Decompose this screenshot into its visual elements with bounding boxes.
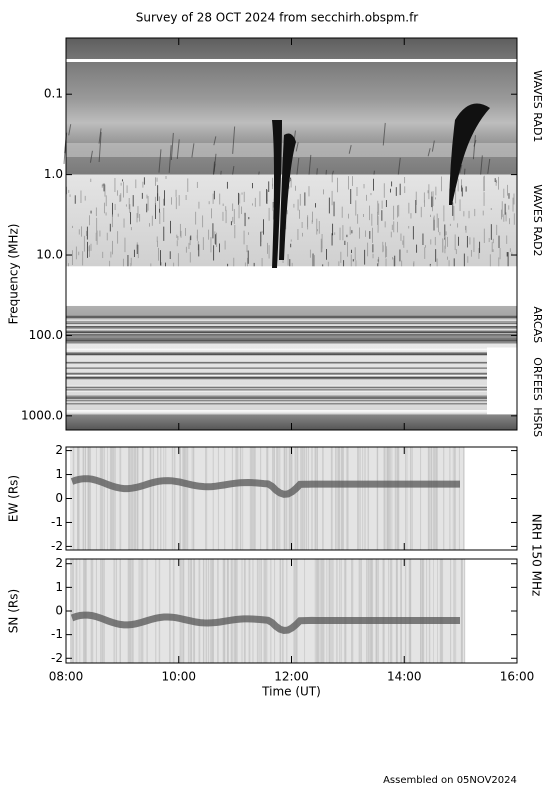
texture (487, 158, 491, 174)
y-tick-label: 0 (55, 604, 63, 618)
texture (382, 122, 386, 146)
texture (191, 143, 195, 158)
y-tick-label: 0 (55, 491, 63, 505)
y-axis-label: EW (Rs) (7, 475, 21, 522)
chart-title: Survey of 28 OCT 2024 from secchirh.obsp… (136, 11, 419, 25)
band-label: HSRS (531, 407, 544, 437)
texture (308, 154, 312, 178)
y-tick-label: -1 (51, 627, 63, 641)
band-texture (65, 174, 515, 267)
y-tick-label: -1 (51, 515, 63, 529)
texture (98, 128, 102, 144)
x-axis-label: Time (UT) (261, 685, 321, 699)
texture (68, 124, 72, 136)
side-label: NRH 150 MHz (530, 514, 544, 597)
band-label: ORFEES (531, 357, 544, 401)
x-tick-label: 12:00 (274, 670, 309, 684)
texture (427, 148, 431, 157)
texture (459, 164, 463, 173)
texture (176, 139, 180, 160)
x-tick-label: 16:00 (500, 670, 535, 684)
texture (158, 149, 162, 173)
y-tick-label: 1.0 (44, 167, 63, 181)
texture (472, 135, 476, 160)
texture (232, 126, 236, 154)
bright-line (66, 59, 517, 62)
texture (431, 140, 435, 152)
source-track (70, 611, 460, 635)
texture (213, 136, 217, 146)
burst (449, 103, 490, 205)
band-label: WAVES RAD1 (531, 70, 544, 142)
bursts (272, 103, 490, 268)
x-tick-label: 10:00 (161, 670, 196, 684)
band-image (66, 174, 517, 267)
texture (479, 155, 483, 178)
y-tick-label: 1 (55, 467, 63, 481)
y-tick-label: 1 (55, 580, 63, 594)
x-tick-label: 08:00 (49, 670, 84, 684)
burst (272, 120, 282, 268)
y-tick-label: 2 (55, 556, 63, 570)
y-axis-label: SN (Rs) (7, 589, 21, 633)
burst (279, 133, 296, 260)
y-tick-label: -2 (51, 539, 63, 553)
texture (168, 145, 172, 173)
x-tick-label: 14:00 (387, 670, 422, 684)
texture (348, 145, 352, 154)
image-bg (70, 559, 465, 663)
band-texture (66, 315, 517, 342)
texture (89, 150, 93, 163)
y-tick-label: 100.0 (29, 328, 63, 342)
texture (295, 142, 299, 152)
texture (170, 132, 174, 161)
y-tick-label: -2 (51, 651, 63, 665)
source-track (70, 475, 460, 498)
band-label: ARCAS (531, 306, 544, 343)
footer: Assembled on 05NOV2024 (383, 775, 517, 786)
blank (487, 347, 517, 415)
y-axis-label: Frequency (MHz) (7, 224, 21, 325)
texture (397, 157, 401, 176)
texture (296, 157, 300, 176)
y-tick-label: 0.1 (44, 87, 63, 101)
texture (98, 132, 102, 163)
band-label: WAVES RAD2 (531, 184, 544, 256)
y-tick-label: 1000.0 (21, 408, 63, 422)
y-tick-label: 2 (55, 443, 63, 457)
band-texture (66, 347, 517, 415)
y-tick-label: 10.0 (36, 248, 63, 262)
